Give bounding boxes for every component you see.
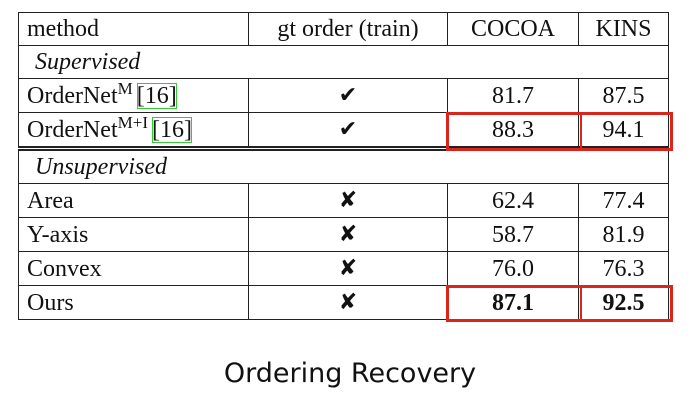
gt-order-cell: ✔ [248,78,448,113]
header-cell: KINS [578,12,669,46]
kins-cell: 92.5 [578,285,669,320]
cocoa-cell: 62.4 [447,183,579,218]
method-name: Ours [27,289,74,316]
method-name: OrderNet [27,116,118,143]
header-row: method gt order (train) COCOA KINS [18,12,669,46]
kins-cell: 76.3 [578,251,669,286]
caption: Ordering Recovery [223,358,477,389]
method-name: Area [27,187,74,214]
method-cell: Area [18,183,249,218]
table-body: method gt order (train) COCOA KINS Supervise… [18,12,669,320]
gt-order-mark: ✔ [338,117,358,142]
table-row: OrderNetM [16] ✔ 81.7 87.5 [18,78,669,113]
method-cell: Convex [18,251,249,286]
gt-order-mark: ✘ [338,222,358,247]
highlight-box [445,284,673,322]
method-cell: Y-axis [18,217,249,252]
section-row: Supervised [18,45,669,79]
gt-order-mark: ✘ [338,290,358,315]
kins-cell: 87.5 [578,78,669,113]
method-name: Y-axis [27,221,89,248]
kins-cell: 77.4 [578,183,669,218]
gt-order-mark: ✘ [338,256,358,281]
gt-order-cell: ✘ [248,251,448,286]
section-title: Unsupervised [18,146,669,184]
highlight-box [445,111,673,151]
method-superscript: M+I [117,112,148,132]
table-row: Y-axis ✘ 58.7 81.9 [18,217,669,252]
citation: [16] [152,116,192,143]
method-cell: Ours [18,285,249,320]
gt-order-mark: ✔ [338,83,358,108]
results-table: method gt order (train) COCOA KINS Supervise… [18,12,669,320]
section-title: Supervised [18,45,669,79]
table-row: Area ✘ 62.4 77.4 [18,183,669,218]
method-name: Convex [27,255,102,282]
method-cell: OrderNetM [16] [18,78,249,113]
cocoa-cell: 81.7 [447,78,579,113]
table-row: Convex ✘ 76.0 76.3 [18,251,669,286]
kins-cell: 81.9 [578,217,669,252]
header-cell: gt order (train) [248,12,448,46]
gt-order-cell: ✘ [248,217,448,252]
gt-order-cell: ✘ [248,183,448,218]
cocoa-cell: 58.7 [447,217,579,252]
method-name: OrderNet [27,82,118,109]
header-cell: COCOA [447,12,579,46]
header-cell: method [18,12,249,46]
method-superscript: M [117,78,133,98]
gt-order-cell: ✔ [248,112,448,149]
gt-order-mark: ✘ [338,188,358,213]
gt-order-cell: ✘ [248,285,448,320]
section-row: Unsupervised [18,146,669,184]
method-cell: OrderNetM+I [16] [18,112,249,149]
citation: [16] [136,82,177,109]
cocoa-cell: 76.0 [447,251,579,286]
